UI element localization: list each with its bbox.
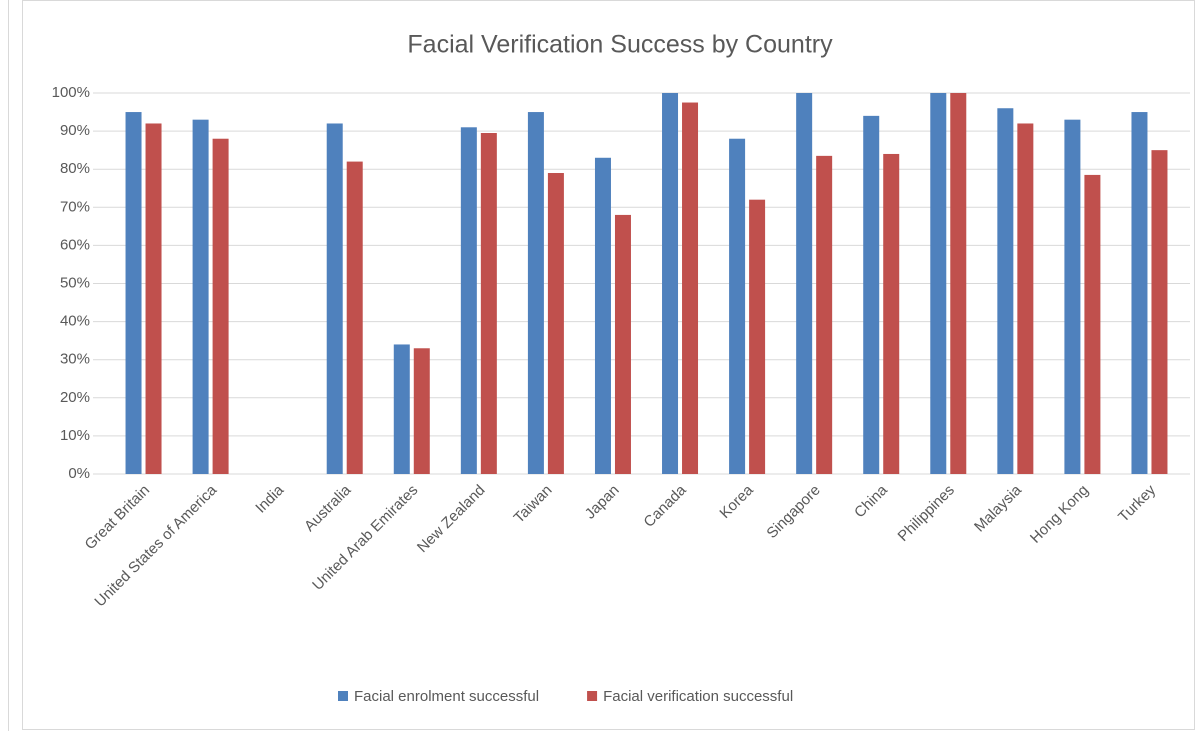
bar [749, 199, 766, 474]
legend-label: Facial enrolment successful [354, 688, 539, 705]
bar [460, 127, 477, 474]
y-tick-label: 10% [60, 427, 90, 444]
bar [614, 214, 631, 475]
y-tick-label: 80% [60, 160, 90, 177]
chart-title: Facial Verification Success by Country [407, 31, 833, 59]
bar [326, 123, 343, 474]
bar [393, 344, 410, 474]
bar [682, 102, 699, 475]
bar [547, 173, 564, 474]
y-tick-label: 40% [60, 313, 90, 330]
bar [950, 93, 967, 474]
y-tick-label: 60% [60, 236, 90, 253]
y-tick-label: 0% [68, 465, 90, 482]
bar [346, 161, 363, 474]
bar [796, 93, 813, 474]
bar [816, 155, 833, 475]
bar [145, 123, 162, 474]
legend-label: Facial verification successful [603, 688, 793, 705]
bar [413, 348, 430, 474]
bar [480, 133, 497, 474]
bar [883, 153, 900, 474]
bar [662, 93, 679, 474]
bar [192, 119, 209, 475]
bar [1151, 150, 1168, 474]
y-tick-label: 50% [60, 274, 90, 291]
y-tick-label: 20% [60, 389, 90, 406]
legend-swatch [587, 691, 598, 701]
bar [212, 138, 229, 474]
y-tick-label: 90% [60, 122, 90, 139]
bar [729, 138, 746, 474]
bar [863, 115, 880, 475]
y-tick-label: 100% [52, 84, 90, 101]
bar [930, 93, 947, 474]
bar [1017, 123, 1034, 474]
bar [594, 157, 611, 474]
bar [997, 108, 1014, 475]
y-tick-label: 70% [60, 198, 90, 215]
bar [125, 112, 142, 475]
bar [1084, 174, 1101, 475]
legend-swatch [338, 691, 348, 701]
bar [1064, 119, 1081, 475]
bar [1131, 112, 1148, 475]
bar [527, 112, 544, 475]
y-tick-label: 30% [60, 351, 90, 368]
